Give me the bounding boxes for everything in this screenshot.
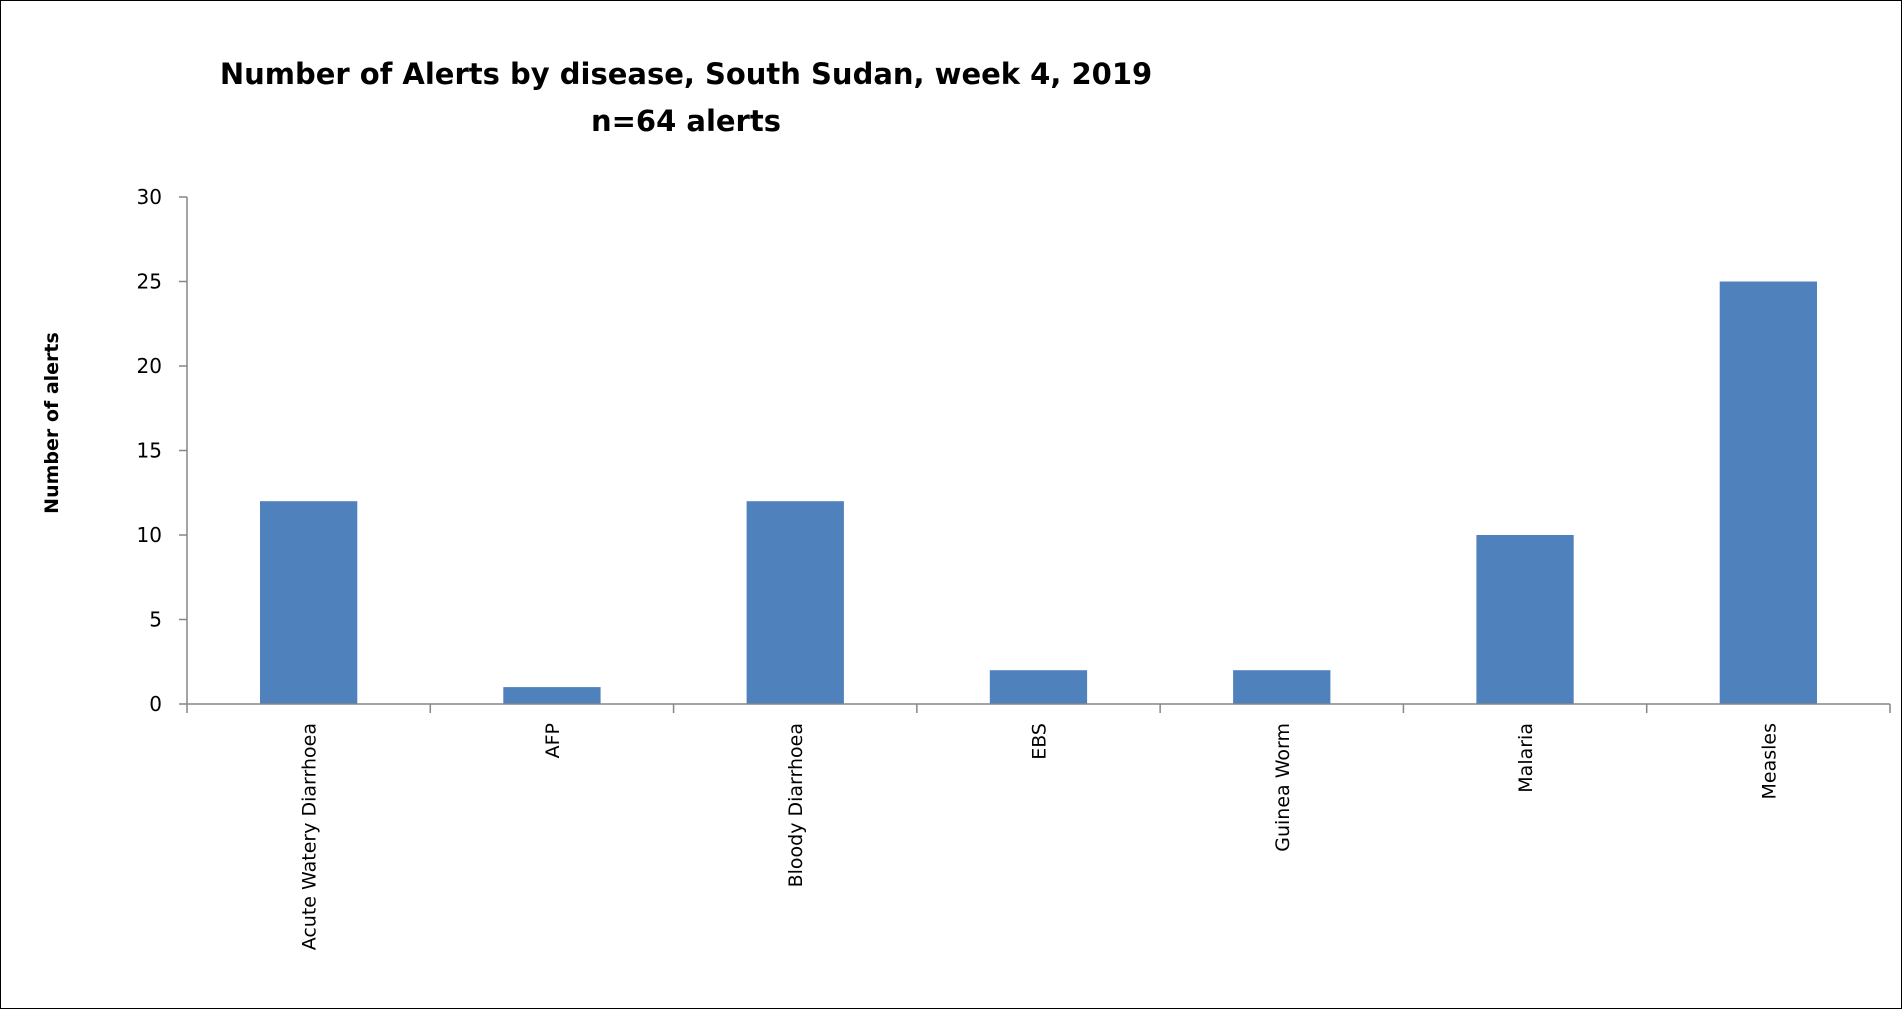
category-labels: Acute Watery Diarrhoea AFP Bloody Diarrhoe…: [299, 723, 1781, 950]
category-label: AFP: [542, 723, 564, 758]
category-label: EBS: [1029, 723, 1051, 760]
bar: [989, 670, 1088, 704]
y-tick-labels: 0 5 10 15 20 25 30: [137, 185, 162, 716]
category-label: Acute Watery Diarrhoea: [299, 723, 321, 950]
chart-subtitle: n=64 alerts: [591, 104, 781, 138]
bar: [260, 501, 358, 704]
y-tick-label: 5: [149, 608, 162, 632]
y-tick-label: 30: [137, 185, 162, 209]
category-label: Malaria: [1515, 723, 1537, 793]
y-axis-label: Number of alerts: [41, 332, 63, 514]
y-tick-label: 25: [137, 270, 162, 294]
y-tick-label: 0: [149, 692, 162, 716]
axes-layer: [179, 196, 1891, 713]
category-label: Guinea Worm: [1272, 723, 1294, 852]
y-tick-label: 15: [137, 439, 162, 463]
bars-layer: [260, 281, 1817, 704]
category-label: Bloody Diarrhoea: [785, 723, 807, 887]
chart-title: Number of Alerts by disease, South Sudan…: [220, 57, 1152, 91]
bar: [1719, 281, 1817, 704]
y-tick-label: 10: [137, 523, 162, 547]
y-tick-label: 20: [137, 354, 162, 378]
bar: [746, 501, 844, 704]
bar: [1476, 535, 1574, 704]
bar: [1233, 670, 1331, 704]
bar: [503, 687, 601, 704]
category-label: Measles: [1758, 723, 1780, 800]
